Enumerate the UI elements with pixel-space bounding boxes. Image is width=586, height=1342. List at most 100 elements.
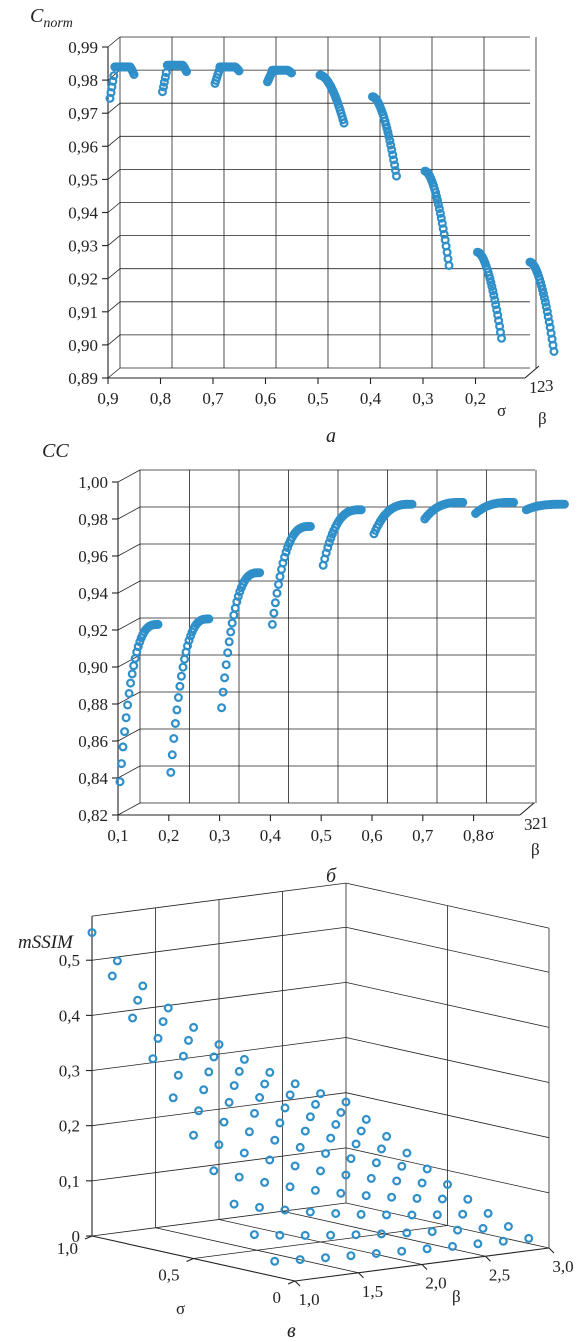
chart-c-point bbox=[163, 1003, 173, 1013]
chart-c-point bbox=[356, 1126, 366, 1136]
chart-b-point bbox=[356, 505, 366, 515]
chart-c-point bbox=[402, 1148, 412, 1158]
chart-b-point bbox=[227, 618, 237, 628]
chart-a-y-tick-label: 0,90 bbox=[68, 336, 98, 355]
chart-b-point bbox=[184, 635, 194, 645]
chart-a-point bbox=[487, 282, 497, 292]
chart-c-point bbox=[214, 1140, 224, 1150]
chart-c-point bbox=[229, 1199, 239, 1209]
chart-c-point bbox=[483, 1208, 493, 1218]
chart-b-point bbox=[127, 669, 137, 679]
chart-b-point bbox=[509, 497, 519, 507]
chart-c-mssim: 00,10,20,30,40,51,00,50 1,0 1,5 2,0 2,5 3,0 bbox=[57, 882, 574, 1309]
chart-c-point bbox=[260, 1079, 270, 1089]
chart-b-point bbox=[324, 538, 334, 548]
chart-c-beta-tick-label: 3,0 bbox=[552, 1257, 573, 1276]
chart-c-beta-tick bbox=[485, 1255, 491, 1262]
chart-a-grid-side bbox=[107, 367, 121, 379]
chart-c-point bbox=[473, 1239, 483, 1249]
chart-b-point bbox=[118, 742, 128, 752]
chart-c-point bbox=[178, 1051, 188, 1061]
chart-b-depth-axis bbox=[519, 802, 535, 816]
chart-a-point bbox=[385, 136, 395, 146]
chart-c-point bbox=[407, 1210, 417, 1220]
chart-a-point bbox=[491, 300, 501, 310]
chart-c-point bbox=[229, 1081, 239, 1091]
chart-c-point bbox=[290, 1079, 300, 1089]
chart-a-point bbox=[486, 278, 496, 288]
chart-b-point bbox=[169, 733, 179, 743]
chart-c-point bbox=[194, 1106, 204, 1116]
chart-c-beta-tick bbox=[421, 1264, 428, 1270]
chart-a-y-tick-label: 0,99 bbox=[68, 38, 98, 57]
chart-c-point bbox=[432, 1210, 442, 1220]
chart-c-point bbox=[260, 1177, 270, 1187]
chart-c-z-tick-label: 0,4 bbox=[59, 1006, 81, 1025]
chart-c-point bbox=[285, 1182, 295, 1192]
chart-a-x-tick-label: 0,2 bbox=[465, 389, 486, 408]
chart-b-point bbox=[458, 497, 468, 507]
chart-a-point bbox=[433, 199, 443, 209]
chart-c-point bbox=[209, 1052, 219, 1062]
chart-c-point bbox=[173, 1070, 183, 1080]
chart-c-point bbox=[290, 1161, 300, 1171]
chart-b-point bbox=[175, 681, 185, 691]
chart-a-x-tick-label: 0,6 bbox=[255, 389, 276, 408]
chart-a-point bbox=[109, 71, 119, 81]
chart-a-point bbox=[159, 77, 169, 87]
chart-a-point bbox=[390, 160, 400, 170]
chart-b-point bbox=[126, 678, 136, 688]
chart-c-point bbox=[295, 1142, 305, 1152]
chart-c-point bbox=[371, 1248, 381, 1258]
chart-b-y-tick-label: 0,98 bbox=[78, 510, 108, 529]
chart-a-point bbox=[387, 145, 397, 155]
chart-c-point bbox=[270, 1256, 280, 1266]
chart-c-point bbox=[214, 1039, 224, 1049]
chart-a-point bbox=[444, 261, 454, 271]
chart-b-x-tick-label: 0,1 bbox=[107, 826, 128, 845]
chart-b-point bbox=[255, 568, 265, 578]
chart-b-point bbox=[229, 610, 239, 620]
chart-a-point bbox=[435, 208, 445, 218]
chart-b-point bbox=[267, 619, 277, 629]
chart-a-x-tick-label: 0,3 bbox=[412, 389, 433, 408]
chart-c-point bbox=[336, 1188, 346, 1198]
chart-b-y-tick-label: 0,90 bbox=[78, 658, 108, 677]
chart-a-x-tick-label: 0,8 bbox=[150, 389, 171, 408]
chart-a-depth-tick-label: 2 bbox=[537, 377, 546, 396]
chart-b-grid-side bbox=[117, 691, 141, 705]
chart-a-grid-side bbox=[107, 334, 121, 346]
chart-b-point bbox=[275, 572, 285, 582]
chart-c-point bbox=[234, 1066, 244, 1076]
chart-c-point bbox=[275, 1230, 285, 1240]
chart-a-xlabel: σ bbox=[497, 401, 506, 420]
chart-c-point bbox=[300, 1126, 310, 1136]
chart-a-point bbox=[540, 297, 550, 307]
chart-a-point bbox=[488, 286, 498, 296]
chart-b-x-tick-label: 0,5 bbox=[311, 826, 332, 845]
chart-a-point bbox=[544, 317, 554, 327]
chart-b-y-tick-label: 0,82 bbox=[78, 806, 108, 825]
chart-b-grid-side bbox=[117, 469, 141, 483]
chart-b-y-tick-label: 0,96 bbox=[78, 547, 108, 566]
chart-c-panel-label: в bbox=[287, 1320, 296, 1342]
chart-a-point bbox=[384, 131, 394, 141]
chart-a-y-tick-label: 0,92 bbox=[68, 270, 98, 289]
chart-c-point bbox=[321, 1253, 331, 1263]
chart-b-x-tick-label: 0,8 bbox=[463, 826, 484, 845]
chart-b-y-tick-label: 0,84 bbox=[78, 769, 108, 788]
chart-a-point bbox=[537, 285, 547, 295]
chart-b-point bbox=[204, 614, 214, 624]
chart-b-point bbox=[270, 598, 280, 608]
chart-c-point bbox=[321, 1148, 331, 1158]
chart-a-point bbox=[538, 289, 548, 299]
chart-c-point bbox=[443, 1179, 453, 1189]
chart-c-point bbox=[133, 995, 143, 1005]
chart-c-point bbox=[341, 1170, 351, 1180]
chart-c-point bbox=[270, 1135, 280, 1145]
chart-c-point bbox=[366, 1173, 376, 1183]
chart-b-grid-side bbox=[117, 654, 141, 668]
chart-b-x-tick-label: 0,3 bbox=[209, 826, 230, 845]
chart-a-grid-side bbox=[107, 202, 121, 213]
